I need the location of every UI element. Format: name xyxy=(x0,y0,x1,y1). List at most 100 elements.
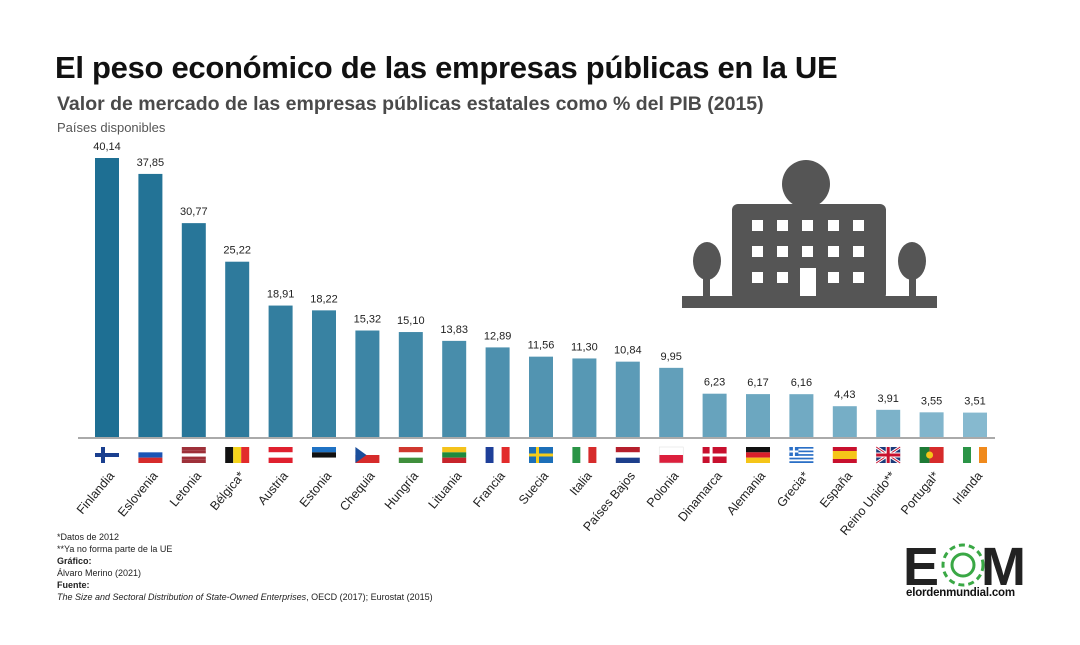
category-tick-label: Suecia xyxy=(516,469,551,507)
source-label: Fuente: xyxy=(57,580,90,590)
category-tick-label: Eslovenia xyxy=(115,469,161,520)
austria-flag-icon xyxy=(268,447,293,463)
category-tick-label: Grecia* xyxy=(774,469,812,510)
sweden-flag-icon xyxy=(529,447,553,463)
greece-flag-icon xyxy=(789,447,814,463)
bar xyxy=(355,330,380,437)
latvia-flag-icon xyxy=(181,447,206,463)
data-label: 6,16 xyxy=(791,377,812,389)
spain-flag-icon xyxy=(832,447,857,463)
category-tick-label: España xyxy=(817,469,855,511)
lithuania-flag-icon xyxy=(442,447,467,463)
chart-subtitle: Valor de mercado de las empresas pública… xyxy=(57,93,764,115)
data-label: 11,30 xyxy=(571,341,598,353)
finland-flag-icon xyxy=(95,447,119,463)
category-tick-label: Estonia xyxy=(297,469,335,510)
bar xyxy=(615,361,640,437)
data-label: 3,55 xyxy=(921,395,942,407)
category-tick-label: Chequia xyxy=(337,469,378,514)
category-tick-label: Polonia xyxy=(644,469,682,510)
data-label: 10,84 xyxy=(614,345,642,357)
category-tick-label: Lituania xyxy=(426,469,465,512)
category-tick-label: Alemania xyxy=(724,469,768,518)
data-label: 25,22 xyxy=(223,245,251,257)
eom-logo[interactable]: E O M xyxy=(903,537,1033,605)
source-text: The Size and Sectoral Distribution of St… xyxy=(57,591,433,603)
footnote-uk: **Ya no forma parte de la UE xyxy=(57,544,173,554)
category-tick-label: Portugal* xyxy=(898,469,942,517)
bar xyxy=(702,393,727,437)
category-tick-label: Finlandia xyxy=(74,469,117,517)
category-tick-label: Austria xyxy=(255,469,291,508)
united-kingdom-flag-icon xyxy=(875,445,902,465)
data-label: 13,83 xyxy=(440,324,468,336)
data-label: 18,91 xyxy=(267,289,295,301)
category-tick-label: Dinamarca xyxy=(675,469,725,524)
data-label: 6,23 xyxy=(704,377,725,389)
category-tick-label: Francia xyxy=(470,469,508,510)
czechia-flag-icon xyxy=(355,447,380,463)
belgium-flag-icon xyxy=(225,447,250,463)
category-tick-label: Italia xyxy=(567,469,595,498)
footer-notes: *Datos de 2012 **Ya no forma parte de la… xyxy=(57,531,433,603)
bar xyxy=(746,394,770,437)
logo-letter-e: E xyxy=(903,537,939,597)
bar xyxy=(225,261,250,437)
bar xyxy=(963,412,987,437)
estonia-flag-icon xyxy=(312,447,336,463)
germany-flag-icon xyxy=(746,447,770,463)
logo-letter-m: M xyxy=(981,537,1026,597)
denmark-flag-icon xyxy=(702,447,727,463)
ireland-flag-icon xyxy=(963,447,987,463)
bar xyxy=(572,358,597,437)
data-label: 40,14 xyxy=(93,141,121,153)
portugal-flag-icon xyxy=(919,447,944,463)
data-label: 4,43 xyxy=(834,389,855,401)
slovenia-flag-icon xyxy=(138,447,163,463)
poland-flag-icon xyxy=(658,446,684,464)
bar xyxy=(659,367,684,437)
bar xyxy=(181,223,206,437)
france-flag-icon xyxy=(485,447,510,463)
bar xyxy=(268,305,293,437)
credit-label: Gráfico: xyxy=(57,556,92,566)
data-label: 3,51 xyxy=(964,396,985,408)
source-title: The Size and Sectoral Distribution of St… xyxy=(57,592,307,602)
category-tick-label: Letonia xyxy=(167,469,204,509)
logo-url[interactable]: elordenmundial.com xyxy=(906,587,1015,599)
category-tick-label: Bélgica* xyxy=(207,469,247,513)
category-tick-label: Hungría xyxy=(382,469,421,512)
source-rest: , OECD (2017); Eurostat (2015) xyxy=(306,592,433,602)
public-building-icon xyxy=(682,160,937,308)
netherlands-flag-icon xyxy=(615,447,640,463)
logo-o-ring: O xyxy=(941,543,985,587)
bar xyxy=(832,406,857,437)
bar xyxy=(138,173,163,437)
data-label: 11,56 xyxy=(528,340,555,352)
data-label: 12,89 xyxy=(484,330,512,342)
credit-author: Álvaro Merino (2021) xyxy=(57,568,142,578)
data-label: 15,10 xyxy=(397,315,425,327)
hungary-flag-icon xyxy=(398,447,423,463)
bar xyxy=(789,394,814,437)
data-label: 9,95 xyxy=(660,351,681,363)
logo-letter-o: O xyxy=(963,564,964,566)
data-label: 18,22 xyxy=(310,293,338,305)
chart-title: El peso económico de las empresas públic… xyxy=(55,50,838,85)
data-label: 6,17 xyxy=(747,377,768,389)
bar xyxy=(485,347,510,437)
bar xyxy=(95,158,119,437)
chart-note: Países disponibles xyxy=(57,120,166,135)
data-label: 3,91 xyxy=(877,393,898,405)
category-tick-label: Irlanda xyxy=(950,469,985,507)
footnote-2012: *Datos de 2012 xyxy=(57,532,120,542)
bar xyxy=(529,356,553,437)
bar xyxy=(398,332,423,437)
bar xyxy=(312,310,336,437)
bar xyxy=(442,340,467,437)
data-label: 30,77 xyxy=(180,206,208,218)
data-label: 37,85 xyxy=(137,157,165,169)
italy-flag-icon xyxy=(572,447,597,463)
data-label: 15,32 xyxy=(354,314,382,326)
